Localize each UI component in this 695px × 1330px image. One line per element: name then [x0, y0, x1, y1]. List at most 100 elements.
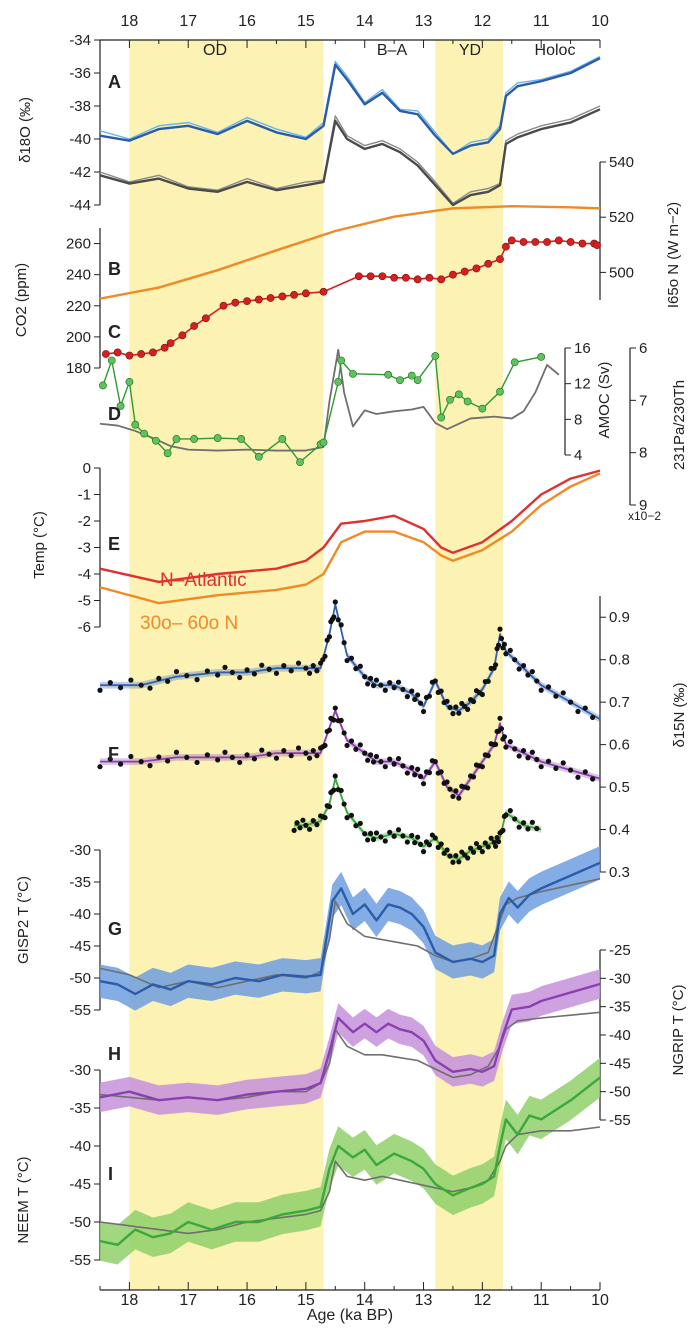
- f-measurement-dot: [441, 850, 447, 856]
- bottom-x-tick-label: 12: [473, 1292, 491, 1309]
- f-measurement-dot: [412, 696, 418, 702]
- d-y2-tick-label: 9: [639, 497, 647, 514]
- f-measurement-dot: [382, 838, 388, 844]
- i-mean-line: [99, 1076, 601, 1247]
- d-amoc-point: [140, 429, 149, 438]
- b-y-label: I65o N (W m−2): [665, 202, 682, 308]
- f-measurement-dot: [503, 744, 509, 750]
- f-measurement-dot: [391, 685, 397, 691]
- f-measurement-dot: [266, 666, 272, 672]
- f-measurement-dot: [348, 812, 355, 818]
- labels-group: OD B–A YD Holoc A B C D E F G H I δ18O (…: [13, 42, 688, 1324]
- f-measurement-dot: [362, 750, 368, 756]
- e-series-2: [99, 472, 601, 605]
- f-measurement-dot: [412, 840, 418, 846]
- c-co2-point: [390, 273, 399, 282]
- f-measurement-dot: [495, 839, 502, 845]
- a-series-2: [99, 57, 601, 156]
- panel-letter-e: E: [108, 534, 120, 554]
- period-shading: [129, 40, 503, 1290]
- x-axis-label: Age (ka BP): [307, 1307, 393, 1324]
- bottom-x-tick-label: 15: [297, 1292, 315, 1309]
- f-measurement-dot: [450, 711, 456, 717]
- f-measurement-dot: [251, 671, 258, 677]
- d-amoc-point: [237, 435, 246, 443]
- f-measurement-dot: [420, 849, 427, 855]
- f-measurement-dot: [529, 668, 535, 675]
- f-measurement-dot: [184, 673, 190, 679]
- top-x-tick-label: 10: [591, 13, 609, 30]
- f-measurement-dot: [194, 677, 200, 683]
- top-x-tick-label: 13: [415, 13, 433, 30]
- f-y-tick-label: 0.9: [609, 609, 630, 626]
- d-amoc-point: [413, 376, 422, 384]
- f-measurement-dot: [497, 715, 503, 721]
- a-y-tick-label: -34: [69, 32, 91, 49]
- d-amoc-point: [116, 402, 125, 410]
- f-measurement-dot: [534, 756, 540, 763]
- f-measurement-dot: [338, 787, 344, 794]
- f-measurement-dot: [582, 705, 588, 711]
- f-measurement-dot: [404, 694, 410, 700]
- f-measurement-dot: [259, 662, 265, 668]
- h-y-tick-label: -40: [609, 1027, 631, 1044]
- f-measurement-dot: [567, 767, 574, 773]
- f-measurement-dot: [450, 793, 456, 800]
- c-co2-point: [149, 348, 157, 357]
- d-amoc-point: [349, 369, 357, 378]
- f-measurement-dot: [417, 773, 424, 780]
- f-measurement-dot: [291, 827, 297, 833]
- f-measurement-dot: [516, 666, 522, 672]
- f-measurement-dot: [357, 820, 363, 826]
- f-measurement-dot: [306, 755, 313, 761]
- f-measurement-dot: [492, 662, 499, 668]
- d-amoc-point: [125, 377, 134, 386]
- c-co2-point: [378, 272, 387, 281]
- e-y-tick-label: -1: [78, 487, 91, 504]
- f-measurement-dot: [498, 635, 505, 642]
- c-co2-point: [101, 350, 110, 358]
- f-measurement-dot: [450, 859, 456, 865]
- g-y-label: GISP2 T (°C): [15, 876, 32, 964]
- bottom-x-tick-label: 17: [179, 1292, 197, 1309]
- f-measurement-dot: [365, 757, 371, 763]
- f-measurement-dot: [395, 756, 402, 762]
- f-measurement-dot: [453, 788, 459, 794]
- f-measurement-dot: [553, 693, 559, 699]
- d-y2-tick-label: 6: [639, 340, 647, 357]
- f-measurement-dot: [590, 776, 596, 782]
- f-measurement-dot: [444, 698, 450, 704]
- i-y-tick-label: -35: [69, 1100, 91, 1117]
- f-measurement-dot: [404, 770, 410, 776]
- e-y-tick-label: -6: [78, 619, 91, 636]
- f-measurement-dot: [295, 745, 302, 751]
- f-measurement-dot: [373, 677, 380, 683]
- f-measurement-dot: [512, 746, 518, 752]
- f-measurement-dot: [435, 844, 441, 850]
- a-series-3: [99, 105, 601, 205]
- f-measurement-dot: [378, 682, 384, 688]
- d-amoc-point: [407, 371, 416, 380]
- f-measurement-dot: [420, 708, 427, 715]
- b-y-tick-label: 520: [609, 209, 634, 226]
- f-measurement-dot: [495, 642, 502, 648]
- f-band-1: [100, 601, 600, 723]
- f-measurement-dot: [326, 804, 333, 810]
- f-measurement-dot: [173, 668, 180, 675]
- f-measurement-dot: [500, 827, 506, 833]
- f-measurement-dot: [553, 765, 559, 771]
- f-measurement-dot: [353, 746, 359, 752]
- f-measurement-dot: [310, 663, 316, 669]
- f-measurement-dot: [303, 750, 309, 756]
- c-co2-point: [543, 238, 551, 246]
- period-label-od: OD: [203, 42, 227, 59]
- f-measurement-dot: [365, 681, 371, 687]
- c-co2-point: [266, 294, 275, 302]
- c-co2-point: [231, 298, 240, 307]
- f-measurement-dot: [417, 841, 424, 848]
- f-measurement-dot: [306, 826, 313, 832]
- f-y-label: δ15N (‰): [671, 682, 688, 747]
- f-measurement-dot: [173, 749, 180, 755]
- c-co2-point: [593, 241, 601, 250]
